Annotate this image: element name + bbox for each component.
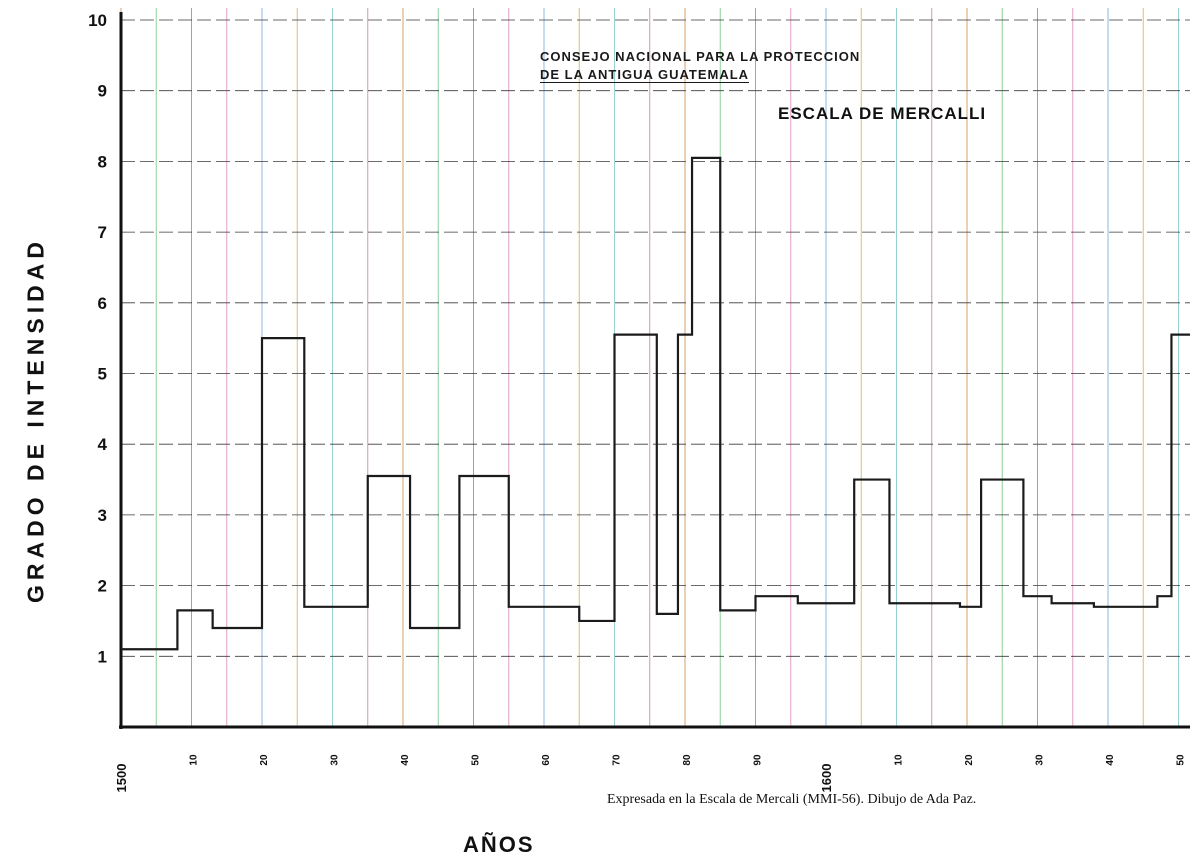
- x-tick-label: 50: [1176, 754, 1187, 766]
- y-tick-label: 8: [98, 152, 107, 171]
- y-tick-label: 2: [98, 577, 107, 596]
- y-axis-title: GRADO DE INTENSIDAD: [22, 237, 49, 603]
- y-tick-label: 10: [88, 11, 107, 30]
- y-tick-label: 6: [98, 294, 107, 313]
- x-tick-label: 40: [1105, 754, 1116, 766]
- y-tick-label: 5: [98, 365, 107, 384]
- x-tick-label: 10: [189, 754, 200, 766]
- x-tick-label: 1500: [114, 764, 129, 793]
- x-tick-label: 1600: [819, 764, 834, 793]
- x-tick-label: 40: [400, 754, 411, 766]
- x-tick-label: 10: [894, 754, 905, 766]
- x-tick-label: 30: [330, 754, 341, 766]
- x-axis-title: AÑOS: [463, 832, 535, 857]
- x-tick-label: 80: [682, 754, 693, 766]
- x-tick-label: 70: [612, 754, 623, 766]
- intensity-series-line: [121, 156, 1190, 651]
- y-tick-label: 1: [98, 647, 107, 666]
- council-name-line2: DE LA ANTIGUA GUATEMALA: [540, 67, 750, 83]
- y-tick-label: 9: [98, 82, 107, 101]
- x-tick-label: 20: [964, 754, 975, 766]
- y-tick-label: 3: [98, 506, 107, 525]
- x-tick-label: 90: [753, 754, 764, 766]
- x-tick-label: 30: [1035, 754, 1046, 766]
- x-tick-label: 60: [541, 754, 552, 766]
- chart-subtitle: ESCALA DE MERCALLI: [778, 104, 987, 123]
- x-tick-label: 50: [471, 754, 482, 766]
- x-tick-label: 20: [259, 754, 270, 766]
- chart-caption: Expresada en la Escala de Mercali (MMI-5…: [607, 792, 977, 807]
- council-name-line1: CONSEJO NACIONAL PARA LA PROTECCION: [540, 49, 861, 64]
- y-tick-label: 7: [98, 223, 107, 242]
- y-tick-label: 4: [98, 435, 108, 454]
